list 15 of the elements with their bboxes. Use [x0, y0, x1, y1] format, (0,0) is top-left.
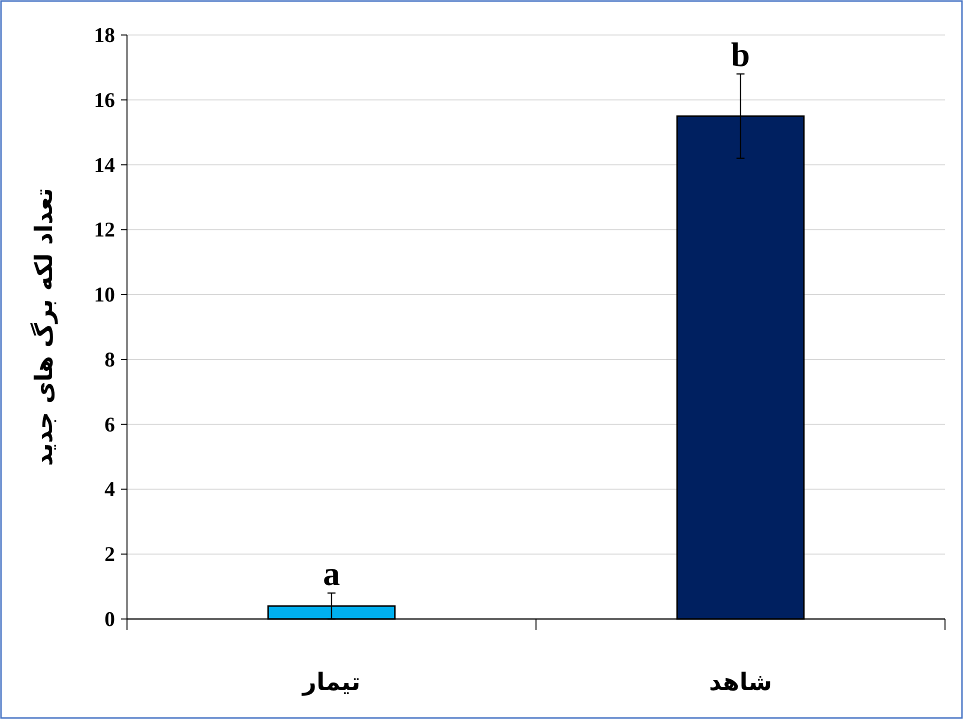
y-tick-label: 10 — [94, 282, 115, 307]
y-tick-label: 2 — [104, 542, 115, 566]
y-tick-label: 14 — [94, 152, 116, 177]
annotation: b — [731, 36, 750, 74]
annotation: a — [323, 556, 340, 594]
y-tick-label: 18 — [94, 23, 115, 47]
y-axis-title: تعداد لکه برگ های جدید — [30, 188, 58, 466]
y-tick-label: 6 — [104, 412, 115, 436]
x-tick-label: تیمار — [302, 668, 360, 696]
y-tick-label: 4 — [104, 477, 116, 502]
y-tick-label: 8 — [104, 347, 115, 372]
y-tick-label: 16 — [94, 88, 115, 112]
x-tick-label: شاهد — [708, 668, 772, 696]
y-tick-label: 12 — [94, 218, 115, 242]
y-tick-label: 0 — [104, 607, 115, 631]
